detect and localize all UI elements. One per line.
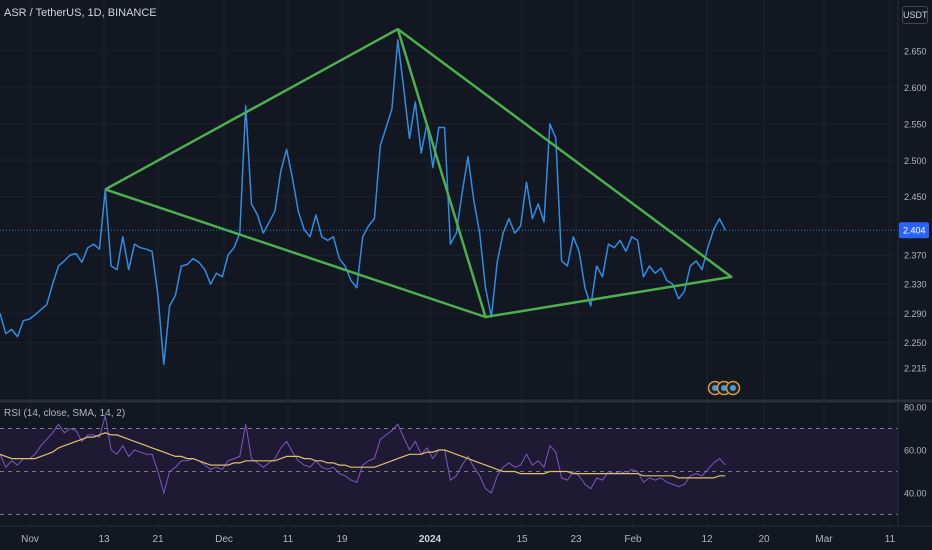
rsi-indicator-title[interactable]: RSI (14, close, SMA, 14, 2) xyxy=(4,408,126,419)
price-tick-label: 2.650 xyxy=(904,46,927,56)
time-tick-label: 11 xyxy=(283,534,294,545)
price-tick-label: 2.215 xyxy=(904,364,927,374)
time-tick-label: Nov xyxy=(21,534,39,545)
price-line[interactable] xyxy=(0,39,727,366)
price-tick-label: 2.450 xyxy=(904,192,927,202)
time-tick-label: 11 xyxy=(885,534,896,545)
time-tick-label: 12 xyxy=(701,534,713,545)
time-tick-label: Feb xyxy=(624,534,642,545)
rsi-tick-label: 60.00 xyxy=(904,446,927,456)
rsi-line xyxy=(0,415,726,495)
time-tick-label: Mar xyxy=(815,534,833,545)
time-tick-label: Dec xyxy=(215,534,233,545)
time-tick-label: 19 xyxy=(336,534,348,545)
event-icon-inner xyxy=(712,385,718,391)
triangle-pattern-drawing[interactable] xyxy=(104,27,733,319)
price-tick-label: 2.370 xyxy=(904,251,927,261)
time-tick-label: 21 xyxy=(152,534,164,545)
last-price-label: 2.404 xyxy=(899,222,929,239)
price-tick-label: 2.600 xyxy=(904,83,927,93)
event-icon-inner xyxy=(730,385,736,391)
time-tick-label: 20 xyxy=(758,534,770,545)
pattern-line[interactable] xyxy=(396,28,487,318)
last-price-label-text: 2.404 xyxy=(903,226,926,236)
price-tick-label: 2.290 xyxy=(904,309,927,319)
currency-badge[interactable]: USDT xyxy=(902,6,928,24)
symbol-title[interactable]: ASR / TetherUS, 1D, BINANCE xyxy=(4,7,157,19)
time-axis[interactable]: Nov 13 21 Dec 11 19 2024 15 23 Feb 12 20 Mar 11 xyxy=(21,534,896,545)
price-tick-label: 2.500 xyxy=(904,156,927,166)
time-tick-label: 15 xyxy=(516,534,528,545)
rsi-ma-line xyxy=(0,432,726,479)
time-tick-label: 2024 xyxy=(419,534,442,545)
rsi-tick-label: 80.00 xyxy=(904,403,927,413)
event-icons[interactable] xyxy=(707,380,741,396)
pattern-line[interactable] xyxy=(104,27,733,319)
time-tick-label: 23 xyxy=(570,534,582,545)
event-icon-inner xyxy=(721,385,727,391)
last-price-label-bg xyxy=(899,222,929,239)
price-tick-label: 2.330 xyxy=(904,280,927,290)
time-tick-label: 13 xyxy=(98,534,110,545)
price-tick-label: 2.550 xyxy=(904,119,927,129)
rsi-axis[interactable]: 80.00 60.00 40.00 xyxy=(904,403,927,499)
price-axis[interactable]: 2.650 2.600 2.550 2.500 2.450 2.370 2.330 2.290… xyxy=(904,46,927,373)
price-tick-label: 2.250 xyxy=(904,338,927,348)
rsi-tick-label: 40.00 xyxy=(904,489,927,499)
